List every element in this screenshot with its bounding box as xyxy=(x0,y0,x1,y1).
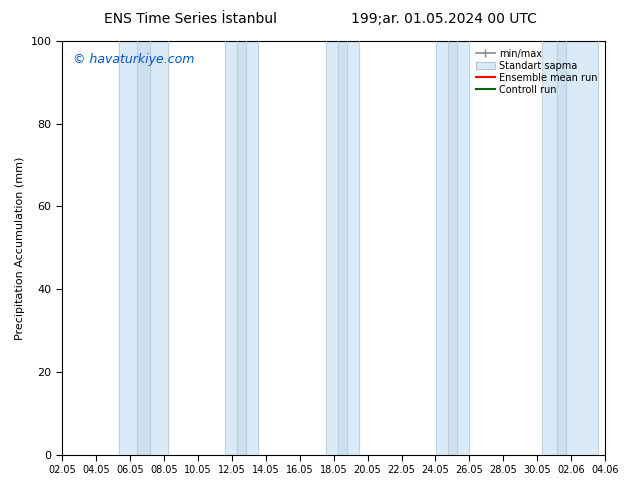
Bar xyxy=(138,41,150,455)
Legend: min/max, Standart sapma, Ensemble mean run, Controll run: min/max, Standart sapma, Ensemble mean r… xyxy=(473,46,600,98)
Bar xyxy=(338,41,347,455)
Text: ENS Time Series İstanbul: ENS Time Series İstanbul xyxy=(104,12,276,26)
Text: 199;ar. 01.05.2024 00 UTC: 199;ar. 01.05.2024 00 UTC xyxy=(351,12,537,26)
Bar xyxy=(326,41,359,455)
Bar xyxy=(237,41,246,455)
Bar xyxy=(225,41,258,455)
Bar xyxy=(448,41,457,455)
Bar xyxy=(557,41,566,455)
Bar xyxy=(542,41,598,455)
Bar xyxy=(436,41,469,455)
Y-axis label: Precipitation Accumulation (mm): Precipitation Accumulation (mm) xyxy=(15,156,25,340)
Text: © havaturkiye.com: © havaturkiye.com xyxy=(73,53,194,67)
Bar xyxy=(119,41,167,455)
